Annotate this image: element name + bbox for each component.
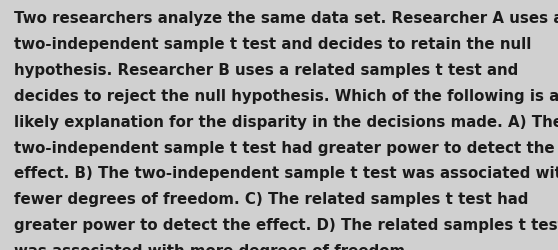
Text: fewer degrees of freedom. C) The related samples t test had: fewer degrees of freedom. C) The related… xyxy=(14,192,528,206)
Text: two-independent sample t test had greater power to detect the: two-independent sample t test had greate… xyxy=(14,140,555,155)
Text: was associated with more degrees of freedom.: was associated with more degrees of free… xyxy=(14,243,411,250)
Text: likely explanation for the disparity in the decisions made. A) The: likely explanation for the disparity in … xyxy=(14,114,558,129)
Text: hypothesis. Researcher B uses a related samples t test and: hypothesis. Researcher B uses a related … xyxy=(14,63,518,78)
Text: effect. B) The two-independent sample t test was associated with: effect. B) The two-independent sample t … xyxy=(14,166,558,181)
Text: decides to reject the null hypothesis. Which of the following is a: decides to reject the null hypothesis. W… xyxy=(14,88,558,104)
Text: two-independent sample t test and decides to retain the null: two-independent sample t test and decide… xyxy=(14,37,531,52)
Text: greater power to detect the effect. D) The related samples t test: greater power to detect the effect. D) T… xyxy=(14,217,558,232)
Text: Two researchers analyze the same data set. Researcher A uses a: Two researchers analyze the same data se… xyxy=(14,11,558,26)
